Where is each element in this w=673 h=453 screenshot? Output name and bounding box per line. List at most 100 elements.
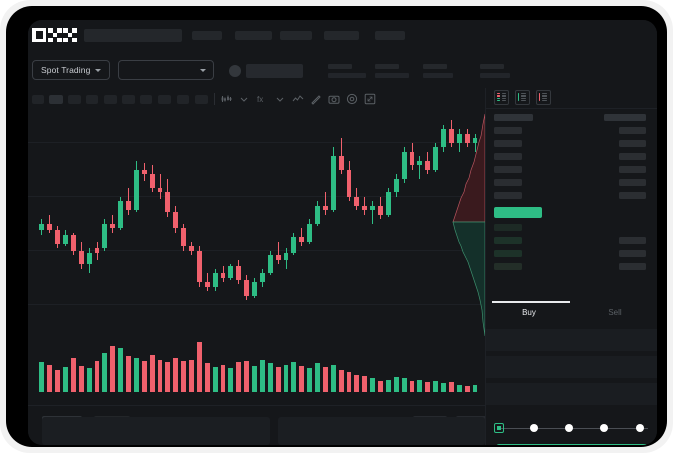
candle-body <box>70 234 76 251</box>
volume-bar <box>181 360 187 392</box>
stepper-dot[interactable] <box>565 424 573 432</box>
timeframe-button[interactable] <box>195 95 208 104</box>
timeframe-button[interactable] <box>140 95 152 104</box>
chevron-down-icon <box>95 68 102 72</box>
line-chart-icon[interactable] <box>292 93 304 105</box>
orderbook-header-divider <box>486 108 657 109</box>
candle-body <box>417 160 423 165</box>
volume-bar <box>393 377 399 392</box>
timeframe-button[interactable] <box>86 95 98 104</box>
nav-item-2[interactable] <box>235 31 272 40</box>
fullscreen-icon[interactable] <box>364 93 376 105</box>
volume-bar <box>299 365 305 392</box>
tab-buy[interactable]: Buy <box>522 308 536 317</box>
amount-percentage-stepper[interactable] <box>486 418 657 440</box>
orderbook-ask-row[interactable] <box>494 192 522 199</box>
candle-body <box>94 248 100 253</box>
candle-body <box>283 252 289 260</box>
stepper-handle[interactable] <box>494 423 504 433</box>
order-form-field-2[interactable] <box>486 356 657 378</box>
orderbook-ask-amount <box>619 192 646 199</box>
orderbook-ask-row[interactable] <box>494 140 522 147</box>
volume-bar <box>417 379 423 392</box>
active-tab-indicator <box>492 301 570 303</box>
chart-gridline <box>28 142 485 143</box>
volume-bar <box>354 374 360 392</box>
timeframe-button[interactable] <box>68 95 81 104</box>
volume-bar <box>378 380 383 392</box>
nav-item-3[interactable] <box>280 31 312 40</box>
volume-bar <box>433 380 439 392</box>
volume-bar <box>70 357 76 392</box>
orderbook-ask-row[interactable] <box>494 179 522 186</box>
volume-bar <box>39 362 45 392</box>
volume-bar <box>401 378 407 392</box>
drawing-tool-icon[interactable] <box>310 93 322 105</box>
market-type-selector[interactable]: Spot Trading <box>32 60 111 80</box>
candle-body <box>181 228 187 246</box>
order-form-field-1[interactable] <box>486 329 657 351</box>
candle-body <box>212 273 218 287</box>
candle-body <box>362 205 368 210</box>
stepper-dot[interactable] <box>636 424 644 432</box>
candle-body <box>275 255 281 260</box>
top-navigation-bar <box>28 20 657 52</box>
volume-bar <box>385 379 391 392</box>
indicator-chevron-icon[interactable] <box>274 93 286 105</box>
volume-bar <box>441 383 446 392</box>
timeframe-button[interactable] <box>177 95 189 104</box>
chart-settings-icon[interactable] <box>346 93 358 105</box>
orderbook-bid-row[interactable] <box>494 250 522 257</box>
tab-sell[interactable]: Sell <box>608 308 622 317</box>
candlestick-chart-icon[interactable] <box>220 93 232 105</box>
volume-bar <box>86 368 92 392</box>
volume-bar <box>283 364 289 392</box>
candle-body <box>307 223 313 242</box>
volume-bar <box>63 367 68 392</box>
trading-pair-selector[interactable] <box>118 60 214 80</box>
candle-body <box>370 205 376 210</box>
candle-body <box>55 230 61 244</box>
orderbook-bids-icon[interactable] <box>515 90 530 105</box>
orderbook-ask-row[interactable] <box>494 127 522 134</box>
timeframe-button[interactable] <box>32 95 44 104</box>
volume-bar <box>204 363 210 392</box>
global-search-input[interactable] <box>84 29 182 42</box>
order-form-field-3[interactable] <box>486 383 657 405</box>
indicators-icon[interactable]: fx <box>256 93 268 105</box>
orderbook-both-icon[interactable] <box>494 90 509 105</box>
orderbook-asks-icon[interactable] <box>536 90 551 105</box>
nav-item-5[interactable] <box>375 31 405 40</box>
candle-body <box>252 282 257 296</box>
stat-high <box>375 64 409 78</box>
orderbook-bid-row[interactable] <box>494 224 522 231</box>
timeframe-button[interactable] <box>158 95 171 104</box>
orderbook-bid-row[interactable] <box>494 237 522 244</box>
volume-bar <box>133 358 139 392</box>
candle-body <box>141 169 147 174</box>
orderbook-bid-amount <box>619 250 646 257</box>
candle-body <box>47 223 53 231</box>
candle-body <box>118 201 124 228</box>
nav-item-1[interactable] <box>192 31 222 40</box>
okx-logo[interactable] <box>32 28 77 42</box>
candle-body <box>110 223 116 228</box>
candle-body <box>385 192 391 215</box>
orderbook-ask-row[interactable] <box>494 153 522 160</box>
nav-item-4[interactable] <box>324 31 359 40</box>
stepper-dot[interactable] <box>530 424 538 432</box>
timeframe-button[interactable] <box>122 95 135 104</box>
candle-body <box>441 129 446 147</box>
camera-snapshot-icon[interactable] <box>328 93 340 105</box>
orderbook-ask-row[interactable] <box>494 166 522 173</box>
candle-body <box>133 169 139 210</box>
chart-type-chevron-icon[interactable] <box>238 93 250 105</box>
submit-order-button[interactable] <box>496 444 648 445</box>
chart-gridline <box>28 250 485 251</box>
volume-bar <box>456 384 462 392</box>
stepper-dot[interactable] <box>600 424 608 432</box>
timeframe-button[interactable] <box>104 95 117 104</box>
timeframe-button[interactable] <box>49 95 63 104</box>
orderbook-bid-row[interactable] <box>494 263 522 270</box>
price-chart[interactable] <box>28 110 485 405</box>
